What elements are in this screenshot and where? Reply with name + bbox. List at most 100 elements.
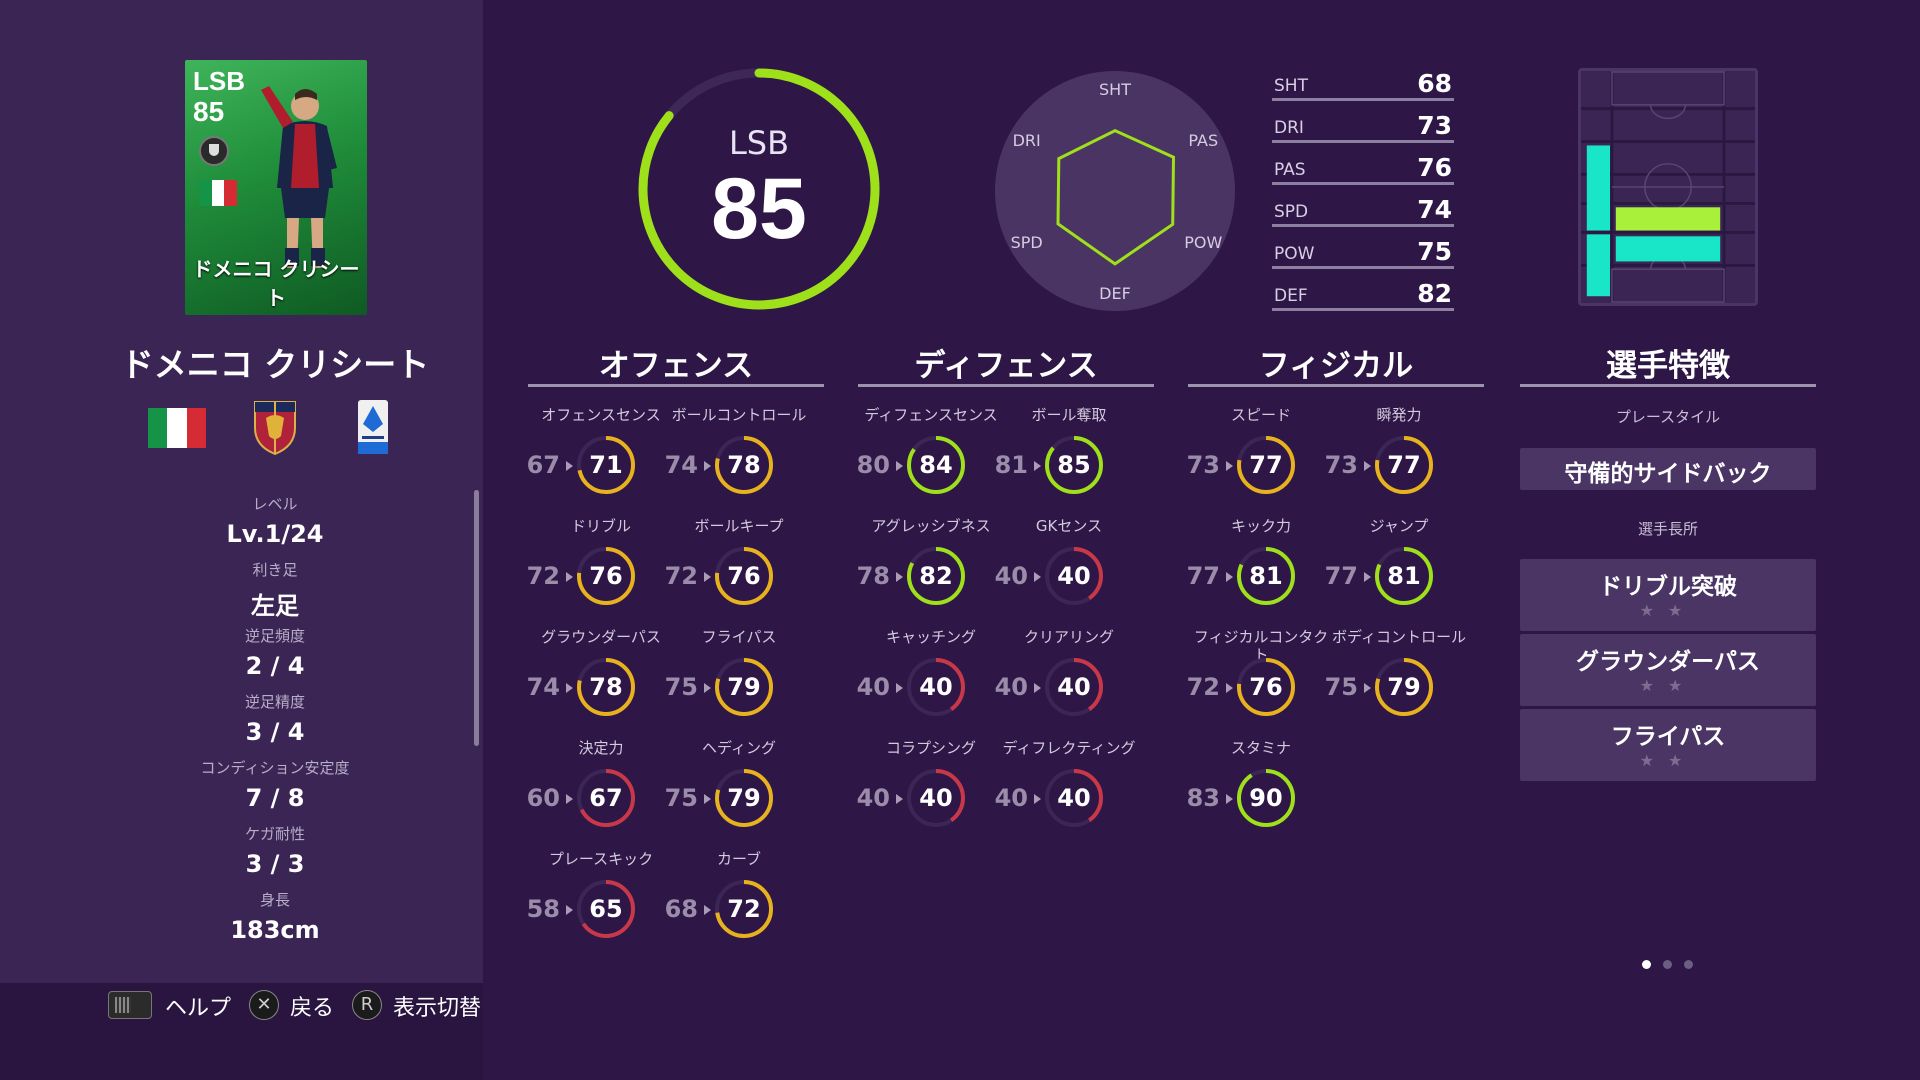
stat-ring	[715, 769, 773, 827]
page-dot[interactable]	[1663, 960, 1672, 969]
stat-ring-arc	[715, 658, 773, 716]
toggle-view-label[interactable]: 表示切替	[393, 996, 482, 1021]
height-value: 183cm	[230, 916, 320, 944]
page-dot[interactable]	[1684, 960, 1693, 969]
physical-title: フィジカル	[1258, 348, 1414, 384]
stat-label: グラウンダーパス	[541, 628, 661, 646]
info-scrollbar[interactable]	[474, 490, 479, 746]
back-label[interactable]: 戻る	[290, 996, 335, 1021]
arrow-right-icon	[1226, 572, 1233, 582]
arrow-right-icon	[566, 794, 573, 804]
stat-label: ボディコントロール	[1332, 628, 1466, 646]
stat-previous-value: 40	[994, 784, 1028, 812]
card-italy-flag-icon	[199, 180, 238, 206]
skill-name: ドリブル突破	[1599, 574, 1737, 600]
arrow-right-icon	[566, 683, 573, 693]
r-button-icon[interactable]: R	[352, 990, 382, 1020]
stat-ring	[715, 547, 773, 605]
stat-value: 71	[589, 451, 623, 479]
stat-ring	[715, 436, 773, 494]
arrow-right-icon	[1034, 794, 1041, 804]
arrow-right-icon	[1034, 683, 1041, 693]
offense-title: オフェンス	[598, 348, 754, 384]
radar-label-pas: PAS	[1188, 131, 1218, 150]
stat-ring-arc	[577, 769, 635, 827]
footer-band	[0, 983, 483, 1080]
stat-ring-arc	[1375, 658, 1433, 716]
stat-previous-value: 74	[526, 673, 560, 701]
stat-label: クリアリング	[1023, 628, 1114, 646]
stat-previous-value: 83	[1186, 784, 1220, 812]
stat-previous-value: 72	[664, 562, 698, 590]
stat-ring-arc	[1375, 547, 1433, 605]
level-label: レベル	[252, 495, 298, 513]
stat-label: スピード	[1230, 406, 1291, 424]
genoa-club-crest-icon	[254, 401, 296, 456]
overall-position: LSB	[728, 124, 790, 162]
arrow-right-icon	[896, 572, 903, 582]
page-dot[interactable]	[1642, 960, 1651, 969]
arrow-right-icon	[704, 794, 711, 804]
stat-ring	[1045, 658, 1103, 716]
stat-ring	[1375, 547, 1433, 605]
stat-previous-value: 77	[1186, 562, 1220, 590]
stat-label: 瞬発力	[1376, 406, 1422, 424]
ability-name: PAS	[1274, 160, 1306, 180]
stat-ring-arc	[715, 436, 773, 494]
touchpad-button-icon[interactable]	[108, 991, 152, 1019]
arrow-right-icon	[566, 572, 573, 582]
stat-ring-arc	[1375, 436, 1433, 494]
stat-label: フライパス	[701, 628, 777, 646]
overall-rating: 85	[711, 161, 807, 257]
player-photo	[261, 86, 337, 268]
stat-ring-arc	[907, 658, 965, 716]
stat-value: 40	[1057, 784, 1091, 812]
skill-card[interactable]: グラウンダーパス ★★	[1520, 634, 1816, 706]
stat-value: 40	[919, 673, 953, 701]
radar-label-sht: SHT	[1099, 80, 1131, 99]
stat-ring-arc	[1045, 547, 1103, 605]
stat-previous-value: 80	[856, 451, 890, 479]
form-value: 7 / 8	[245, 784, 305, 812]
level-value: Lv.1/24	[226, 520, 324, 548]
ability-value: 68	[1417, 69, 1452, 98]
stat-value: 78	[727, 451, 761, 479]
stat-previous-value: 77	[1324, 562, 1358, 590]
player-card[interactable]: LSB 85 ドメニコ クリシート	[185, 60, 367, 315]
stat-ring-arc	[715, 547, 773, 605]
stat-value: 40	[1057, 562, 1091, 590]
skill-card[interactable]: フライパス ★★	[1520, 709, 1816, 781]
ability-name: DRI	[1274, 118, 1304, 138]
stat-ring-arc	[715, 880, 773, 938]
position-heatmap-pitch	[1578, 68, 1758, 306]
arrow-right-icon	[566, 905, 573, 915]
stat-previous-value: 73	[1324, 451, 1358, 479]
physical-divider	[1188, 384, 1484, 387]
stat-ring-arc	[1045, 436, 1103, 494]
weak-foot-accuracy-label: 逆足精度	[244, 693, 305, 711]
stat-previous-value: 81	[994, 451, 1028, 479]
stat-previous-value: 68	[664, 895, 698, 923]
skill-stars: ★★	[1639, 751, 1697, 770]
help-label[interactable]: ヘルプ	[165, 996, 232, 1021]
stat-label: ジャンプ	[1369, 517, 1429, 535]
stat-previous-value: 40	[994, 673, 1028, 701]
cross-button-icon[interactable]: ✕	[249, 990, 279, 1020]
playstyle-box[interactable]: 守備的サイドバック	[1520, 448, 1816, 490]
stat-previous-value: 40	[994, 562, 1028, 590]
stat-ring	[1045, 769, 1103, 827]
stat-ring-arc	[577, 547, 635, 605]
stat-ring	[1237, 436, 1295, 494]
weak-foot-usage-value: 2 / 4	[245, 652, 305, 680]
stat-ring-arc	[907, 769, 965, 827]
stat-ring	[577, 880, 635, 938]
arrow-right-icon	[1226, 683, 1233, 693]
stat-ring	[907, 769, 965, 827]
stat-value: 81	[1249, 562, 1283, 590]
injury-resistance-label: ケガ耐性	[244, 825, 305, 843]
radar-label-spd: SPD	[1011, 233, 1043, 252]
stat-value: 82	[919, 562, 953, 590]
stat-previous-value: 58	[526, 895, 560, 923]
stat-value: 77	[1249, 451, 1283, 479]
skill-card[interactable]: ドリブル突破 ★★	[1520, 559, 1816, 631]
